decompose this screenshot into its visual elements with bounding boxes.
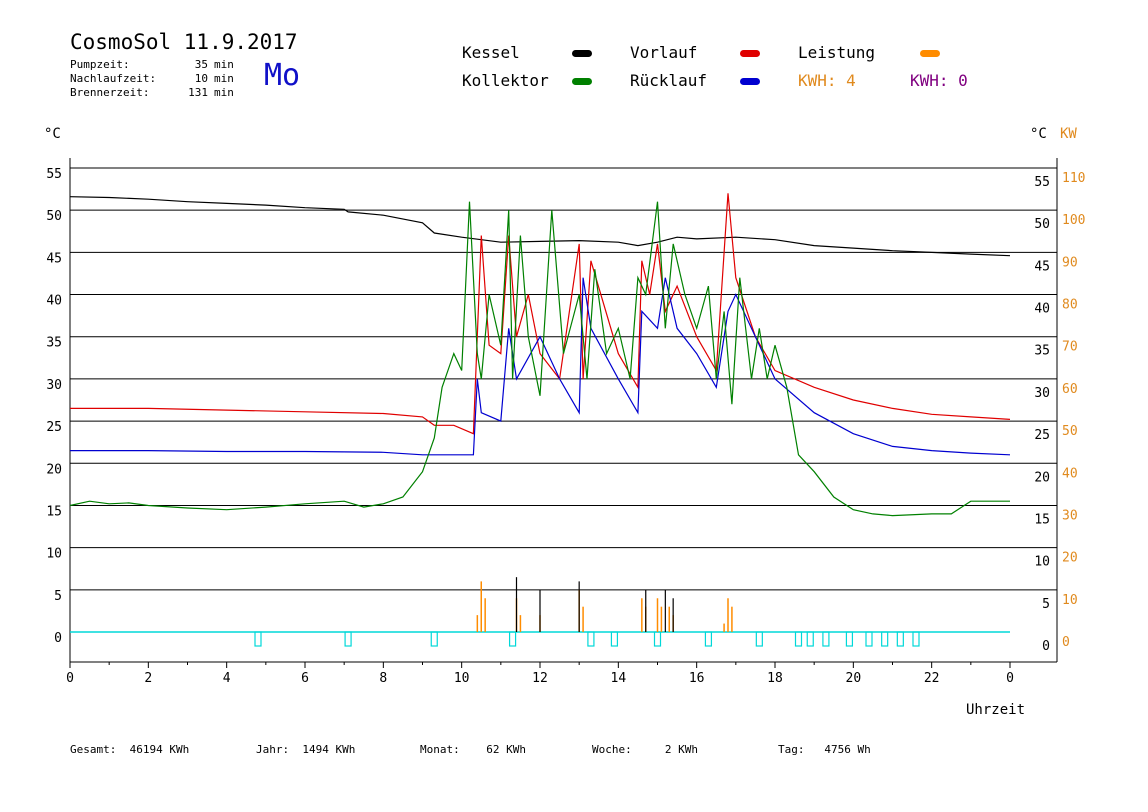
kw-tick-label: 80 — [1062, 298, 1078, 313]
kw-tick-label: 30 — [1062, 508, 1078, 523]
y-tick-label-left: 25 — [46, 420, 62, 435]
legend-leistung-swatch — [920, 50, 940, 57]
pump-pulse-mark — [653, 631, 662, 647]
legend-vorlauf-swatch — [740, 50, 760, 57]
left-axis-unit: °C — [44, 126, 61, 142]
pump-pulse-mark — [912, 631, 920, 647]
kw-tick-label: 10 — [1062, 593, 1078, 608]
chart-title: CosmoSol 11.9.2017 — [70, 30, 298, 54]
kw-tick-label: 50 — [1062, 424, 1078, 439]
series-line-rcklauf — [70, 277, 1011, 456]
pump-pulse-mark — [881, 631, 889, 647]
y-tick-label-left: 40 — [46, 294, 62, 309]
legend-leistung-label: Leistung — [798, 43, 876, 62]
y-tick-label-right: 20 — [1034, 470, 1050, 485]
y-tick-label-right: 25 — [1034, 428, 1050, 443]
info-pumpzeit: Pumpzeit: 35 min — [70, 58, 234, 71]
kw-tick-label: 0 — [1062, 635, 1070, 650]
x-tick-label: 0 — [66, 671, 74, 686]
x-tick-label: 22 — [924, 671, 940, 686]
info-nachlaufzeit: Nachlaufzeit: 10 min — [70, 72, 234, 85]
x-axis-label: Uhrzeit — [966, 702, 1026, 718]
y-tick-label-right: 35 — [1034, 344, 1050, 359]
y-tick-label-right: 10 — [1034, 555, 1050, 570]
x-tick-label: 4 — [223, 671, 231, 686]
y-tick-label-right: 50 — [1034, 217, 1050, 232]
pump-pulse-mark — [254, 631, 262, 647]
pump-pulse-mark — [755, 631, 763, 647]
kw-tick-label: 60 — [1062, 382, 1078, 397]
legend-kessel-label: Kessel — [462, 43, 520, 62]
x-tick-label: 20 — [846, 671, 862, 686]
y-tick-label-right: 30 — [1034, 386, 1050, 401]
y-tick-label-right: 40 — [1034, 302, 1050, 317]
footer-jahr: Jahr: 1494 KWh — [256, 743, 356, 756]
x-tick-label: 18 — [767, 671, 783, 686]
legend-kwh-leistung: KWH: 4 — [798, 71, 856, 90]
y-tick-label-right: 45 — [1034, 259, 1050, 274]
x-tick-label: 8 — [379, 671, 387, 686]
pump-pulse-mark — [344, 631, 352, 647]
series-line-kessel — [69, 196, 1011, 257]
weekday-label: Mo — [264, 58, 301, 93]
pump-pulse-mark — [430, 631, 438, 647]
pump-pulse-mark — [865, 631, 873, 647]
footer-gesamt: Gesamt: 46194 KWh — [70, 743, 190, 756]
y-tick-label-right: 55 — [1034, 175, 1050, 190]
kw-tick-label: 40 — [1062, 466, 1078, 481]
y-tick-label-left: 55 — [46, 167, 62, 182]
kw-tick-label: 90 — [1062, 255, 1078, 270]
y-tick-label-left: 50 — [46, 209, 62, 224]
pump-pulse-mark — [704, 631, 713, 647]
footer-monat: Monat: 62 KWh — [420, 743, 526, 756]
pump-pulse-mark — [508, 631, 517, 647]
legend-vorlauf-label: Vorlauf — [630, 43, 698, 62]
series-line-kollektor — [69, 201, 1010, 517]
legend-ruecklauf-label: Rücklauf — [630, 71, 708, 90]
pump-pulse-mark — [822, 631, 830, 647]
legend-kollektor-swatch — [572, 78, 592, 85]
footer-tag: Tag: 4756 Wh — [778, 743, 871, 756]
x-tick-label: 10 — [454, 671, 470, 686]
kw-tick-label: 100 — [1062, 213, 1085, 228]
info-brennerzeit: Brennerzeit: 131 min — [70, 86, 234, 99]
kw-tick-label: 70 — [1062, 340, 1078, 355]
kw-tick-label: 110 — [1062, 171, 1085, 186]
footer-woche: Woche: 2 KWh — [592, 743, 698, 756]
pump-pulse-mark — [587, 631, 595, 647]
y-tick-label-right: 5 — [1042, 597, 1050, 612]
pump-pulse-mark — [806, 631, 814, 647]
x-tick-label: 14 — [611, 671, 627, 686]
right-axis-unit-kw: KW — [1060, 126, 1077, 142]
y-tick-label-right: 15 — [1034, 512, 1050, 527]
x-tick-label: 12 — [532, 671, 548, 686]
pump-pulse-mark — [845, 631, 854, 647]
y-tick-label-left: 15 — [46, 504, 62, 519]
x-tick-label: 16 — [689, 671, 705, 686]
pump-pulse-mark — [794, 631, 803, 647]
y-tick-label-left: 5 — [54, 589, 62, 604]
legend-kwh-other: KWH: 0 — [910, 71, 968, 90]
x-tick-label: 0 — [1006, 671, 1014, 686]
x-tick-label: 6 — [301, 671, 309, 686]
y-tick-label-right: 0 — [1042, 639, 1050, 654]
y-tick-label-left: 45 — [46, 251, 62, 266]
series-line-vorlauf — [70, 193, 1011, 435]
right-axis-unit-celsius: °C — [1030, 126, 1047, 142]
x-tick-label: 2 — [144, 671, 152, 686]
y-tick-label-left: 10 — [46, 547, 62, 562]
kw-tick-label: 20 — [1062, 551, 1078, 566]
y-tick-label-left: 20 — [46, 462, 62, 477]
legend-ruecklauf-swatch — [740, 78, 760, 85]
y-tick-label-left: 35 — [46, 336, 62, 351]
y-tick-label-left: 0 — [54, 631, 62, 646]
y-tick-label-left: 30 — [46, 378, 62, 393]
legend-kessel-swatch — [572, 50, 592, 57]
pump-pulse-mark — [896, 631, 904, 647]
pump-pulse-mark — [610, 631, 619, 647]
legend-kollektor-label: Kollektor — [462, 71, 549, 90]
